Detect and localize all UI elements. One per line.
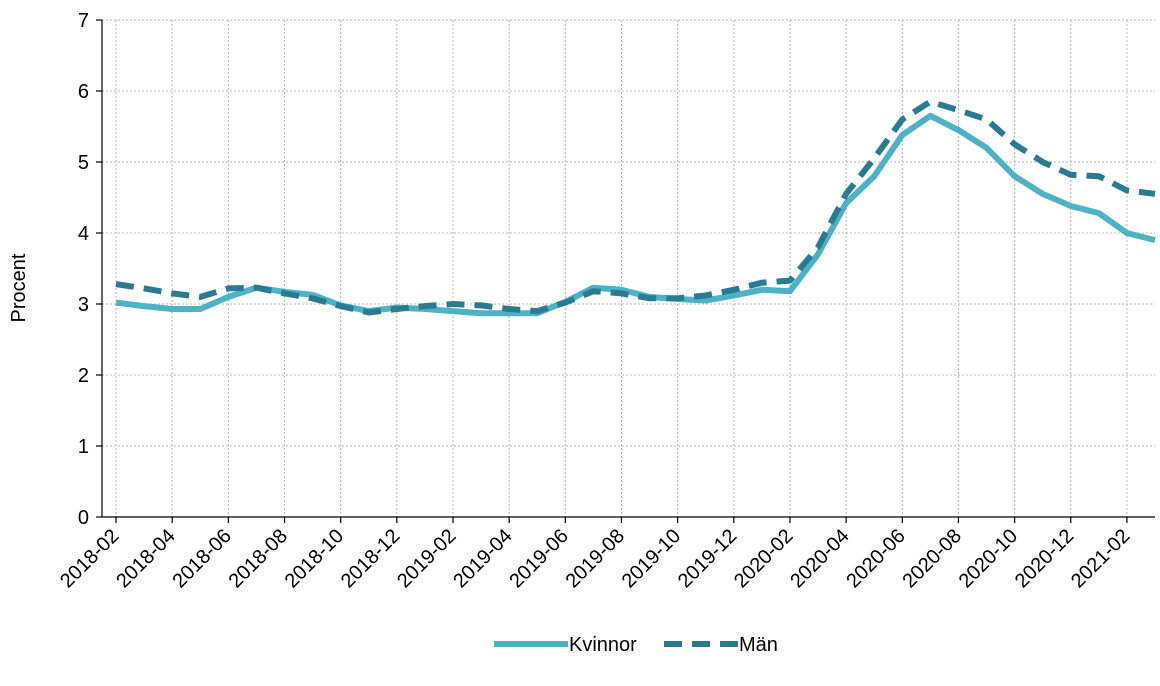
x-tick-label: 2020-10 [955, 525, 1022, 592]
x-tick-label: 2020-12 [1011, 525, 1078, 592]
x-tick-label: 2021-02 [1067, 525, 1134, 592]
x-tick-label: 2018-10 [281, 525, 348, 592]
x-tick-label: 2020-08 [899, 525, 966, 592]
y-tick-label: 3 [78, 294, 89, 316]
x-tick-label: 2019-04 [449, 525, 516, 592]
x-tick-label: 2018-06 [168, 525, 235, 592]
series-line-m-n [115, 98, 1156, 316]
grid [102, 19, 1155, 517]
x-tick-label: 2019-12 [674, 525, 741, 592]
y-tick-label: 6 [78, 81, 89, 103]
x-tick-label: 2018-04 [112, 525, 179, 592]
legend-label: Kvinnor [569, 634, 637, 656]
y-tick-label: 1 [78, 436, 89, 458]
legend: Kvinnor Män [494, 634, 778, 656]
series-lines [115, 98, 1156, 317]
x-tick-label: 2020-06 [842, 525, 909, 592]
y-tick-label: 5 [78, 152, 89, 174]
series-line-kvinnor [115, 112, 1156, 317]
y-tick-label: 4 [78, 223, 89, 245]
x-tick-label: 2018-08 [225, 525, 292, 592]
x-tick-label: 2019-08 [562, 525, 629, 592]
x-tick-label: 2018-12 [337, 525, 404, 592]
x-tick-label: 2019-06 [505, 525, 572, 592]
x-tick-label: 2020-04 [786, 525, 853, 592]
y-axis-title: Procent [8, 253, 30, 322]
x-tick-label: 2018-02 [56, 525, 123, 592]
y-tick-label: 7 [78, 10, 89, 32]
x-tick-label: 2020-02 [730, 525, 797, 592]
y-tick-label: 0 [78, 507, 89, 529]
x-tick-label: 2019-02 [393, 525, 460, 592]
legend-label: Män [739, 634, 778, 656]
x-tick-label: 2019-10 [618, 525, 685, 592]
y-tick-label: 2 [78, 365, 89, 387]
